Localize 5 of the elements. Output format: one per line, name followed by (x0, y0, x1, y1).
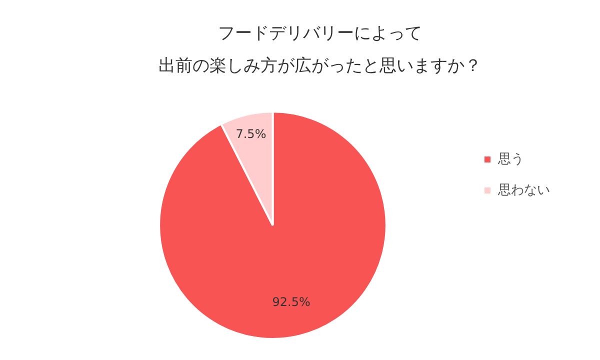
data-label: 92.5% (272, 294, 310, 309)
legend-label: 思う (497, 152, 524, 167)
data-label: 7.5% (236, 126, 266, 141)
legend-label: 思わない (497, 182, 550, 198)
chart-title: フードデリバリーによって出前の楽しみ方が広がったと思いますか？ (158, 24, 482, 76)
